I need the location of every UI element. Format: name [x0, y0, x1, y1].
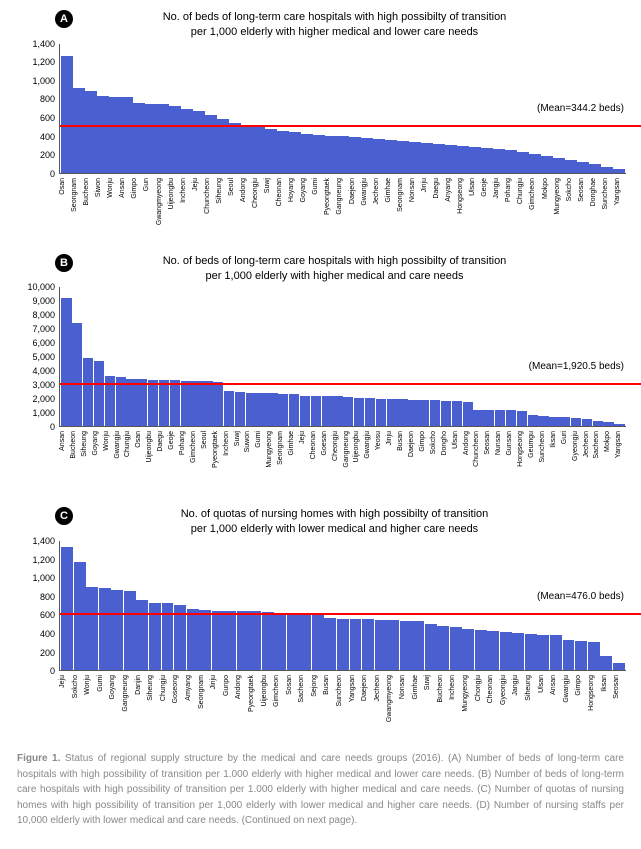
- y-axis: 01,0002,0003,0004,0005,0006,0007,0008,00…: [15, 287, 59, 427]
- x-axis: JejuSokchoWonjuGumiGoyangGangneungDanjin…: [59, 671, 626, 733]
- y-axis: 02004006008001,0001,2001,400: [15, 44, 59, 174]
- y-tick-label: 1,000: [32, 408, 55, 418]
- figure-caption: Figure 1. Status of regional supply stru…: [15, 751, 626, 829]
- bar: [97, 96, 108, 173]
- y-tick-label: 1,400: [32, 39, 55, 49]
- y-tick-label: 1,000: [32, 573, 55, 583]
- mean-line: [60, 613, 641, 615]
- chart-panel: B No. of beds of long-term care hospitals…: [15, 254, 626, 490]
- bar: [169, 106, 180, 173]
- mean-line: [60, 125, 641, 127]
- bar: [157, 104, 168, 173]
- caption-text: Status of regional supply structure by t…: [17, 753, 624, 826]
- bar: [83, 358, 93, 427]
- chart-area: 02004006008001,0001,2001,400(Mean=476.0 …: [15, 541, 626, 671]
- y-tick-label: 1,400: [32, 536, 55, 546]
- bar: [212, 611, 224, 670]
- x-tick-label: Yangsan: [615, 420, 641, 431]
- y-tick-label: 1,200: [32, 57, 55, 67]
- bar: [121, 97, 132, 172]
- bar: [262, 612, 274, 671]
- chart-area: 01,0002,0003,0004,0005,0006,0007,0008,00…: [15, 287, 626, 427]
- bar: [72, 323, 82, 427]
- chart-area: 02004006008001,0001,2001,400(Mean=344.2 …: [15, 44, 626, 174]
- y-tick-label: 800: [40, 592, 55, 602]
- y-tick-label: 600: [40, 610, 55, 620]
- x-axis: OsanSeongnamBucheonSiwonWonjuAnsanGimpoG…: [59, 174, 626, 236]
- y-tick-label: 6,000: [32, 338, 55, 348]
- y-tick-label: 2,000: [32, 394, 55, 404]
- bar: [224, 611, 236, 670]
- y-tick-label: 1,200: [32, 555, 55, 565]
- panel-badge: C: [55, 507, 73, 525]
- x-tick-label: Seosan: [613, 662, 641, 675]
- panel-header: B No. of beds of long-term care hospitals…: [15, 254, 626, 284]
- bar: [94, 361, 104, 427]
- y-tick-label: 8,000: [32, 310, 55, 320]
- bar: [99, 588, 111, 670]
- panel-title: No. of beds of long-term care hospitals …: [103, 254, 626, 284]
- mean-label: (Mean=476.0 beds): [535, 591, 626, 602]
- y-tick-label: 0: [50, 422, 55, 432]
- y-tick-label: 0: [50, 169, 55, 179]
- mean-label: (Mean=344.2 beds): [535, 103, 626, 114]
- y-tick-label: 200: [40, 648, 55, 658]
- bar: [136, 600, 148, 671]
- y-tick-label: 7,000: [32, 324, 55, 334]
- y-tick-label: 800: [40, 94, 55, 104]
- y-tick-label: 5,000: [32, 352, 55, 362]
- bar: [133, 103, 144, 173]
- bar: [85, 91, 96, 173]
- y-tick-label: 400: [40, 132, 55, 142]
- plot-area: (Mean=1,920.5 beds): [59, 287, 626, 427]
- y-tick-label: 200: [40, 150, 55, 160]
- bar: [73, 88, 84, 173]
- y-tick-label: 9,000: [32, 296, 55, 306]
- bar: [187, 609, 199, 670]
- y-tick-label: 3,000: [32, 380, 55, 390]
- y-tick-label: 0: [50, 666, 55, 676]
- plot-area: (Mean=476.0 beds): [59, 541, 626, 671]
- panel-title: No. of beds of long-term care hospitals …: [103, 10, 626, 40]
- y-axis: 02004006008001,0001,2001,400: [15, 541, 59, 671]
- bar: [249, 611, 261, 670]
- bar: [124, 591, 136, 670]
- bar: [111, 590, 123, 670]
- y-tick-label: 10,000: [27, 282, 55, 292]
- bar: [86, 587, 98, 671]
- plot-area: (Mean=344.2 beds): [59, 44, 626, 174]
- y-tick-label: 400: [40, 629, 55, 639]
- chart-panel: C No. of quotas of nursing homes with hig…: [15, 507, 626, 733]
- bar: [193, 111, 204, 172]
- x-axis: AnsanBucheonSiheungGoyangWonjuGwangjuChu…: [59, 427, 626, 489]
- bar: [74, 562, 86, 670]
- bar: [61, 547, 73, 671]
- bar: [61, 56, 72, 173]
- bars-container: [60, 541, 626, 670]
- mean-label: (Mean=1,920.5 beds): [527, 361, 626, 372]
- bars-container: [60, 287, 626, 426]
- panel-badge: B: [55, 254, 73, 272]
- panel-badge: A: [55, 10, 73, 28]
- caption-lead: Figure 1.: [17, 753, 60, 764]
- bar: [181, 109, 192, 173]
- mean-line: [60, 383, 641, 385]
- bar: [199, 610, 211, 670]
- bar: [109, 97, 120, 173]
- panel-header: C No. of quotas of nursing homes with hig…: [15, 507, 626, 537]
- bar: [61, 298, 71, 427]
- y-tick-label: 600: [40, 113, 55, 123]
- y-tick-label: 4,000: [32, 366, 55, 376]
- bar: [237, 611, 249, 670]
- bar: [205, 115, 216, 173]
- chart-panel: A No. of beds of long-term care hospitals…: [15, 10, 626, 236]
- x-tick-label: Yangsan: [614, 166, 641, 178]
- y-tick-label: 1,000: [32, 76, 55, 86]
- bar: [145, 104, 156, 173]
- panel-title: No. of quotas of nursing homes with high…: [103, 507, 626, 537]
- panel-header: A No. of beds of long-term care hospitals…: [15, 10, 626, 40]
